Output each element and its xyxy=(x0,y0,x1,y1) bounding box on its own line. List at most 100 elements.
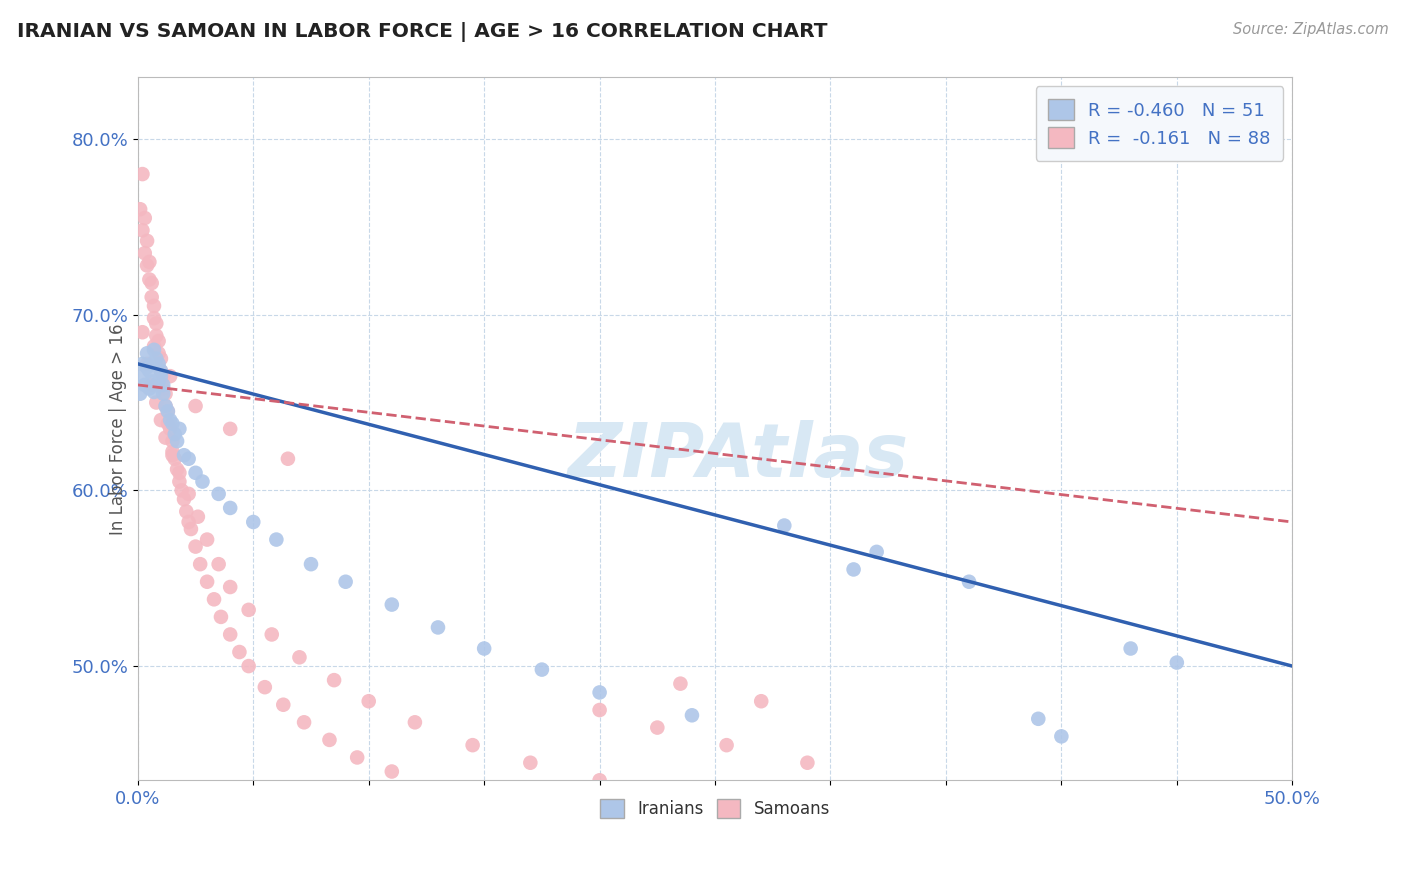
Text: Source: ZipAtlas.com: Source: ZipAtlas.com xyxy=(1233,22,1389,37)
Point xyxy=(219,580,242,594)
Point xyxy=(141,375,163,389)
Point xyxy=(195,533,218,547)
Point xyxy=(141,357,163,371)
Point xyxy=(242,515,264,529)
Point xyxy=(253,680,276,694)
Point xyxy=(749,694,772,708)
Point xyxy=(141,290,163,304)
Point xyxy=(496,814,519,828)
Point xyxy=(472,641,495,656)
Point xyxy=(318,732,340,747)
Point xyxy=(145,395,167,409)
Point xyxy=(136,259,159,273)
Point xyxy=(530,663,553,677)
Point xyxy=(271,698,294,712)
Point xyxy=(149,413,172,427)
Point xyxy=(145,378,167,392)
Point xyxy=(162,417,184,431)
Point xyxy=(415,782,437,797)
Point xyxy=(266,533,288,547)
Point xyxy=(131,357,153,371)
Point xyxy=(166,434,188,449)
Point xyxy=(159,413,181,427)
Point xyxy=(149,364,172,378)
Text: IRANIAN VS SAMOAN IN LABOR FORCE | AGE > 16 CORRELATION CHART: IRANIAN VS SAMOAN IN LABOR FORCE | AGE >… xyxy=(17,22,827,42)
Point xyxy=(184,466,207,480)
Point xyxy=(1050,730,1073,744)
Point xyxy=(1166,656,1188,670)
Point xyxy=(588,703,610,717)
Point xyxy=(152,378,174,392)
Point xyxy=(588,773,610,788)
Point xyxy=(773,518,796,533)
Point xyxy=(543,831,565,846)
Point xyxy=(155,399,177,413)
Point xyxy=(219,500,242,515)
Point xyxy=(957,574,980,589)
Point xyxy=(131,223,153,237)
Point xyxy=(647,721,669,735)
Point xyxy=(131,167,153,181)
Point xyxy=(427,620,450,634)
Point xyxy=(134,246,156,260)
Point xyxy=(138,255,160,269)
Point xyxy=(209,610,232,624)
Text: ZIPAtlas: ZIPAtlas xyxy=(568,420,908,493)
Point xyxy=(155,399,177,413)
Point xyxy=(208,487,231,501)
Point xyxy=(129,202,152,217)
Point xyxy=(148,334,170,348)
Point xyxy=(346,750,368,764)
Point xyxy=(143,311,166,326)
Point xyxy=(145,328,167,343)
Point xyxy=(202,592,225,607)
Point xyxy=(681,708,703,723)
Point xyxy=(299,557,322,571)
Point xyxy=(260,627,283,641)
Point xyxy=(238,603,260,617)
Point xyxy=(136,346,159,360)
Point xyxy=(129,386,152,401)
Point xyxy=(141,378,163,392)
Point xyxy=(145,351,167,366)
Point xyxy=(131,325,153,339)
Point xyxy=(166,462,188,476)
Point xyxy=(163,451,186,466)
Point xyxy=(152,386,174,401)
Point xyxy=(177,451,200,466)
Point xyxy=(152,381,174,395)
Point xyxy=(169,466,191,480)
Point xyxy=(188,557,211,571)
Point xyxy=(159,369,181,384)
Point xyxy=(138,364,160,378)
Point xyxy=(176,504,198,518)
Point xyxy=(169,475,191,489)
Point xyxy=(173,492,195,507)
Point xyxy=(184,399,207,413)
Point xyxy=(152,369,174,384)
Point xyxy=(134,378,156,392)
Point xyxy=(148,346,170,360)
Point xyxy=(162,434,184,449)
Point xyxy=(219,422,242,436)
Point xyxy=(156,417,179,431)
Point xyxy=(143,384,166,399)
Point xyxy=(149,364,172,378)
Point xyxy=(149,369,172,384)
Point xyxy=(208,557,231,571)
Point xyxy=(148,375,170,389)
Point xyxy=(238,659,260,673)
Point xyxy=(136,360,159,375)
Point xyxy=(195,574,218,589)
Point xyxy=(143,299,166,313)
Point xyxy=(156,404,179,418)
Point xyxy=(228,645,250,659)
Point xyxy=(143,343,166,357)
Point xyxy=(381,764,404,779)
Point xyxy=(866,545,889,559)
Point xyxy=(173,448,195,462)
Point xyxy=(136,234,159,248)
Point xyxy=(177,487,200,501)
Point xyxy=(796,756,818,770)
Point xyxy=(381,598,404,612)
